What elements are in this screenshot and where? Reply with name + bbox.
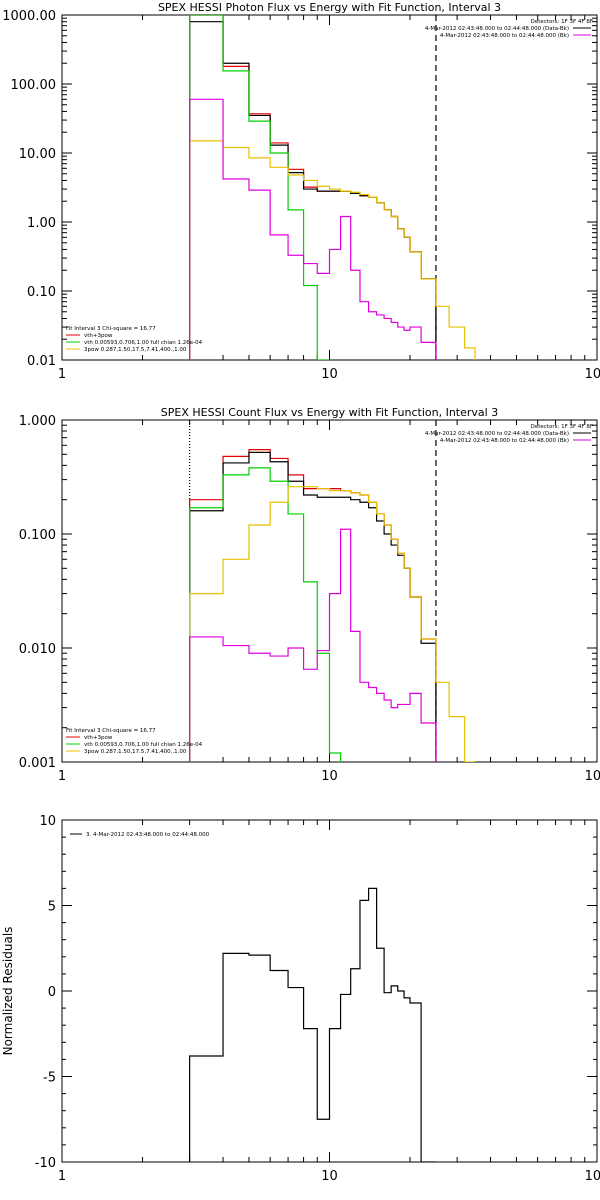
x-tick-label: 1 <box>58 1169 66 1184</box>
x-tick-label: 10 <box>321 1169 338 1184</box>
y-tick-label: 1.000 <box>19 414 56 429</box>
info-line: Detectors: 1F 3F 4F 8F <box>531 424 593 430</box>
y-tick-label: 5 <box>48 900 56 915</box>
series-line-1 <box>189 887 436 1162</box>
chart-panel-2: SPEX HESSI Count Flux vs Energy with Fit… <box>19 406 600 784</box>
legend-entry: 3pow 0.287,1.50,17.5,7.41,400.,1.00 <box>84 749 187 755</box>
series-line-2 <box>189 21 437 360</box>
series-line-3 <box>189 15 330 360</box>
y-tick-label: 0.010 <box>19 642 56 657</box>
info-line: 4-Mar-2012 02:43:48.000 to 02:44:48.000 … <box>440 438 569 444</box>
legend-entry: vth 0.00593,0.706,1.00 full chian 1.26e-… <box>84 340 203 346</box>
series-line-5 <box>189 98 437 360</box>
series-group <box>189 448 476 762</box>
chart-panel-1: SPEX HESSI Photon Flux vs Energy with Fi… <box>2 1 600 382</box>
y-tick-label: 10 <box>39 814 56 829</box>
series-line-1 <box>189 15 437 360</box>
x-tick-label: 10 <box>321 769 338 784</box>
series-group <box>189 887 436 1162</box>
legend-title: Fit Interval 3 Chi-square = 16.77 <box>66 728 156 734</box>
y-tick-label: 100.00 <box>11 78 57 93</box>
legend-entry: 3pow 0.287,1.50,17.5,7.41,400.,1.00 <box>84 347 187 353</box>
x-tick-label: 100 <box>585 1169 600 1184</box>
y-tick-label: 10.00 <box>19 147 56 162</box>
x-tick-label: 1 <box>58 367 66 382</box>
series-line-4 <box>189 486 476 762</box>
y-tick-label: 0 <box>48 985 56 1000</box>
legend-entry: vth+3pow <box>84 333 113 339</box>
legend-entry: vth+3pow <box>84 735 113 741</box>
chart-title: SPEX HESSI Count Flux vs Energy with Fit… <box>161 406 498 419</box>
legend-entry: vth 0.00593,0.706,1.00 full chian 1.26e-… <box>84 742 203 748</box>
series-line-2 <box>189 451 437 762</box>
y-tick-label: 1000.00 <box>2 9 56 24</box>
series-group <box>189 15 476 360</box>
info-line: 4-Mar-2012 02:43:48.000 to 02:44:48.000 … <box>425 26 569 32</box>
x-tick-label: 100 <box>585 367 600 382</box>
info-line: 4-Mar-2012 02:43:48.000 to 02:44:48.000 … <box>440 33 569 39</box>
chart-title: SPEX HESSI Photon Flux vs Energy with Fi… <box>158 1 501 14</box>
info-line: 4-Mar-2012 02:43:48.000 to 02:44:48.000 … <box>425 431 569 437</box>
y-axis-label: Normalized Residuals <box>1 927 15 1056</box>
y-tick-label: -5 <box>43 1071 56 1086</box>
y-tick-label: 0.100 <box>19 528 56 543</box>
series-line-5 <box>189 528 437 762</box>
info-line: Detectors: 1F 3F 4F 8F <box>531 19 593 25</box>
x-tick-label: 10 <box>321 367 338 382</box>
y-tick-label: 0.10 <box>27 285 56 300</box>
x-tick-label: 100 <box>585 769 600 784</box>
y-tick-label: 1.00 <box>27 216 56 231</box>
y-tick-label: 0.001 <box>19 756 56 771</box>
y-tick-label: 0.01 <box>27 354 56 369</box>
legend-entry: 3. 4-Mar-2012 02:43:48.000 to 02:44:48.0… <box>86 832 210 838</box>
legend-title: Fit Interval 3 Chi-square = 16.77 <box>66 326 156 332</box>
series-line-4 <box>189 140 476 360</box>
y-tick-label: -10 <box>35 1156 56 1171</box>
x-tick-label: 1 <box>58 769 66 784</box>
series-line-1 <box>189 448 437 762</box>
chart-panel-3: 1 10 100 10 5 0 -5 -10 Normalized Residuals 3. 4-… <box>1 814 600 1184</box>
series-line-3 <box>189 467 342 762</box>
